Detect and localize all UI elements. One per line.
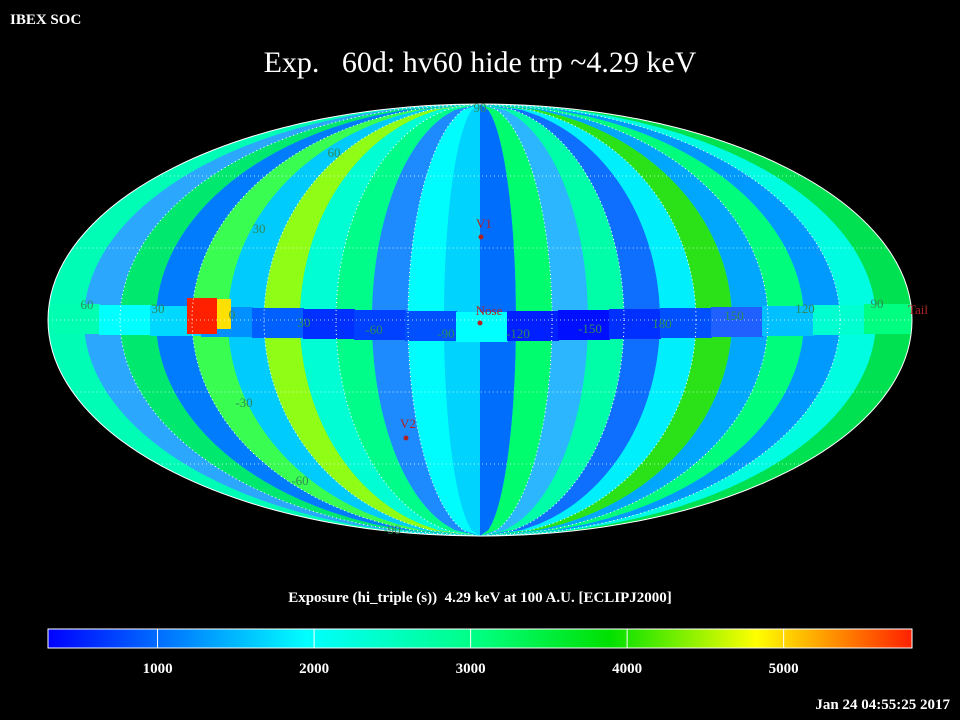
- lon-label: 180: [652, 316, 672, 331]
- sky-map: [48, 104, 912, 536]
- meridian-line: [119, 104, 841, 536]
- equator-cell: [48, 304, 100, 334]
- colorbar-tick-label: 5000: [769, 661, 799, 677]
- meridian-band: [228, 104, 480, 536]
- colorbar-title: Exposure (hi_triple (s)) 4.29 keV at 100…: [288, 590, 672, 606]
- equator-cell: [303, 309, 355, 339]
- marker-label: Tail: [908, 302, 928, 317]
- lon-label: 0: [229, 307, 236, 322]
- lat-label: -60: [291, 473, 308, 488]
- marker-label: V1: [476, 216, 492, 231]
- lat-label: -90: [383, 522, 400, 537]
- colorbar: [47, 628, 913, 649]
- map-border: [47, 103, 913, 537]
- lon-label: 120: [795, 301, 815, 316]
- equator-cell: [762, 306, 814, 336]
- equator-cell: [252, 308, 304, 338]
- lat-label: 90: [474, 100, 487, 115]
- marker-dot: [478, 234, 484, 240]
- lat-label: 30: [253, 221, 266, 236]
- equator-cell: [864, 304, 912, 334]
- map-labels: 60 30 0 30 -60 -90 -120 -150 180 150 120…: [81, 100, 929, 537]
- colorbar-ticks: 1000 2000 3000 4000 5000: [143, 629, 799, 677]
- colorbar-tick-label: 1000: [143, 661, 173, 677]
- meridian-band: [480, 104, 660, 536]
- marker-label: Nose: [476, 303, 503, 318]
- timestamp: Jan 24 04:55:25 2017: [815, 697, 950, 713]
- lon-label: -90: [437, 326, 454, 341]
- lon-label: -150: [578, 321, 602, 336]
- marker-dot: [477, 320, 483, 326]
- hot-cell: [187, 298, 217, 334]
- meridian-band: [372, 104, 480, 536]
- colorbar-tick-label: 3000: [456, 661, 486, 677]
- equator-cell: [558, 310, 610, 340]
- meridian-line: [263, 104, 697, 536]
- colorbar-tick-label: 2000: [299, 661, 329, 677]
- meridian-band: [264, 104, 480, 536]
- meridian-band: [480, 104, 624, 536]
- title: Exp. 60d: hv60 hide trp ~4.29 keV: [264, 46, 697, 79]
- meridian-line: [335, 104, 625, 536]
- marker-dot: [403, 435, 409, 441]
- lon-label: 60: [81, 297, 94, 312]
- lon-label: 90: [871, 296, 884, 311]
- equator-cell: [405, 311, 457, 341]
- meridian-band: [480, 104, 696, 536]
- meridian-line: [191, 104, 769, 536]
- lon-label: -120: [506, 326, 530, 341]
- meridian-band: [336, 104, 480, 536]
- lat-label: 60: [328, 145, 341, 160]
- equator-cell: [507, 311, 559, 341]
- marker-label: V2: [400, 416, 416, 431]
- meridian-band: [480, 104, 588, 536]
- lon-label: 150: [724, 308, 744, 323]
- colorbar-tick-label: 4000: [612, 661, 642, 677]
- meridian-band: [480, 104, 732, 536]
- source-label: IBEX SOC: [10, 12, 81, 28]
- equator-cell: [354, 310, 406, 340]
- lat-label: -30: [235, 395, 252, 410]
- meridian-line: [407, 104, 553, 536]
- lon-label: 30: [152, 301, 165, 316]
- lon-label: -60: [365, 322, 382, 337]
- equator-cell: [456, 312, 508, 342]
- hot-cell: [217, 299, 231, 329]
- meridian-band: [300, 104, 480, 536]
- lon-label: 30: [298, 315, 311, 330]
- equator-cell: [711, 307, 763, 337]
- equator-cell: [609, 309, 661, 339]
- equator-cell: [660, 308, 712, 338]
